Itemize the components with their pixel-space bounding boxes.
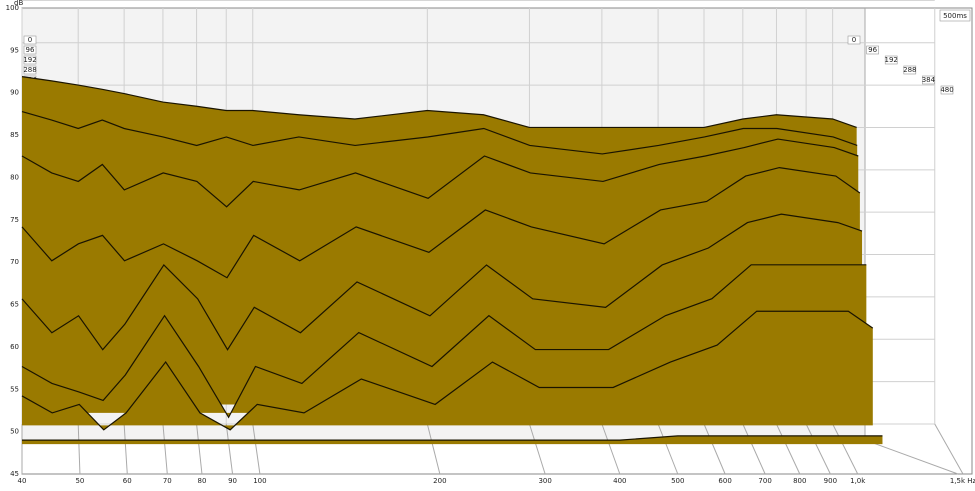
y-tick-label: 90 xyxy=(10,89,19,97)
slice-line xyxy=(21,110,858,155)
time-tick-label-right: 480 xyxy=(940,86,953,94)
time-tag xyxy=(884,55,898,65)
slice-area xyxy=(22,311,873,430)
x-tick xyxy=(832,423,859,475)
y-tick-label: 85 xyxy=(10,131,19,139)
slices xyxy=(21,76,883,445)
x-tick-label: 50 xyxy=(75,477,84,485)
time-tick-label-left: 96 xyxy=(26,46,35,54)
time-tag xyxy=(847,35,861,45)
y-tick-label: 75 xyxy=(10,216,19,224)
y-tick-label: 95 xyxy=(10,46,19,54)
x-tick-label: 500 xyxy=(671,477,684,485)
time-tick-label-left: 0 xyxy=(28,36,32,44)
time-tick-label-right: 384 xyxy=(922,76,936,84)
y-tick-label: 70 xyxy=(10,258,19,266)
x-tick xyxy=(657,423,679,475)
x-tick xyxy=(123,423,128,475)
x-tick xyxy=(934,423,964,475)
slice-area xyxy=(22,435,883,445)
x-tick xyxy=(196,423,203,475)
time-tag xyxy=(940,85,954,95)
x-tick xyxy=(225,423,234,475)
x-tick-label: 400 xyxy=(613,477,626,485)
y-tick-label: 60 xyxy=(10,343,19,351)
time-tag xyxy=(922,75,935,85)
x-tick xyxy=(252,423,261,475)
x-tick xyxy=(162,423,168,475)
x-tick-label: 300 xyxy=(538,477,551,485)
x-tick-label: 90 xyxy=(228,477,237,485)
x-tick xyxy=(703,423,726,475)
y-tick-label: 50 xyxy=(10,428,19,436)
time-tick-label-left: 288 xyxy=(23,66,36,74)
slice-line xyxy=(21,213,863,351)
time-tick-label-right: 288 xyxy=(903,66,916,74)
x-tick-label: 600 xyxy=(718,477,731,485)
time-tag xyxy=(23,35,37,45)
time-tick-label-left: 192 xyxy=(23,56,36,64)
time-tag xyxy=(903,65,917,75)
x-tick-label: 1,5k Hz xyxy=(950,477,975,485)
slice-line xyxy=(21,310,874,431)
floor-edge xyxy=(864,439,959,475)
y-tick-label: 45 xyxy=(10,470,19,478)
x-tick-label: 200 xyxy=(433,477,446,485)
time-tick-label-right: 96 xyxy=(868,46,877,54)
slice-line xyxy=(22,435,883,441)
y-tick-label: 55 xyxy=(10,385,19,393)
slice-line xyxy=(21,138,859,208)
x-tick xyxy=(426,423,441,475)
time-tag xyxy=(23,65,37,75)
x-tick-label: 60 xyxy=(123,477,132,485)
time-range-label: 500ms xyxy=(943,12,967,20)
y-tick-label: 65 xyxy=(10,301,19,309)
slice-line xyxy=(21,166,861,279)
x-tick xyxy=(601,423,621,475)
slice-line xyxy=(21,264,867,419)
x-tick xyxy=(805,423,831,475)
slice-line xyxy=(21,76,857,129)
y-tick-label: 80 xyxy=(10,173,19,181)
x-tick-label: 800 xyxy=(793,477,806,485)
time-tick-label-right: 0 xyxy=(852,36,856,44)
x-tick-label: 700 xyxy=(758,477,771,485)
x-tick-label: 100 xyxy=(253,477,266,485)
x-tick xyxy=(742,423,766,475)
x-tick-label: 40 xyxy=(18,477,27,485)
x-tick-label: 80 xyxy=(198,477,207,485)
x-tick-label: 900 xyxy=(824,477,837,485)
time-range-box xyxy=(939,9,971,22)
x-tick-label: 70 xyxy=(163,477,172,485)
time-tag xyxy=(23,55,37,65)
y-axis-label: dB xyxy=(14,0,23,7)
time-tick-label-right: 192 xyxy=(885,56,898,64)
x-tick xyxy=(528,423,546,475)
time-tag xyxy=(23,45,37,55)
x-tick xyxy=(776,423,801,475)
x-tick xyxy=(77,423,81,475)
time-tag xyxy=(866,45,879,55)
y-tick-label: 100 xyxy=(6,4,19,12)
x-tick-label: 1,0k xyxy=(850,477,866,485)
